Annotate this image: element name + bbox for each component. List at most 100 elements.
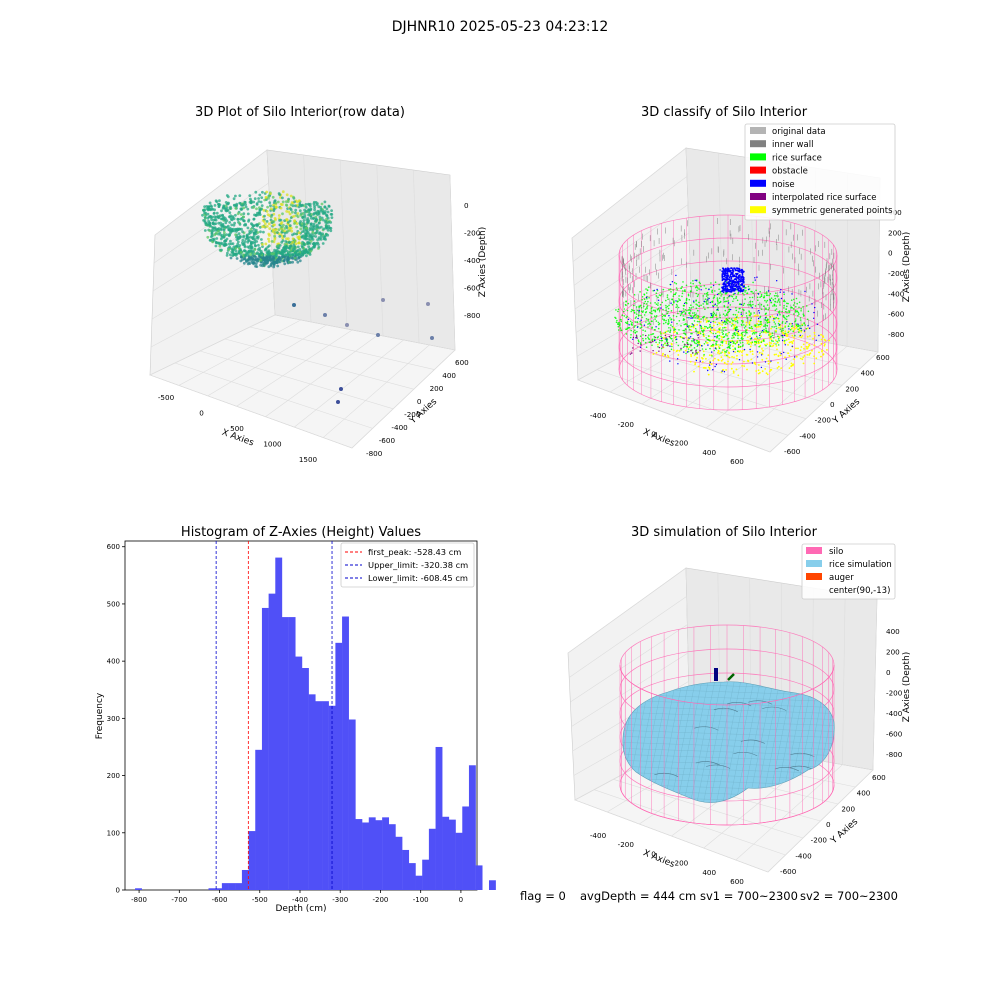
symmetric-point	[652, 353, 655, 355]
raw-cloud-point	[286, 237, 290, 241]
raw-cloud-point	[302, 222, 306, 226]
symmetric-point	[712, 324, 715, 327]
rice-surface-point	[709, 330, 711, 333]
raw-cloud-point	[275, 248, 279, 252]
rice-surface-point	[778, 310, 781, 313]
depth-histogram: Histogram of Z-Axies (Height) Values -80…	[95, 525, 496, 914]
interpolated-point	[680, 347, 682, 350]
rice-surface-point	[774, 309, 777, 312]
noise-point	[661, 344, 663, 346]
rice-surface-point	[665, 304, 667, 307]
rice-surface-point	[682, 290, 684, 292]
raw-cloud-point	[319, 235, 323, 239]
status-avg-depth: avgDepth = 444 cm	[580, 889, 696, 903]
rice-surface-point	[654, 309, 656, 312]
raw-cloud-point	[214, 244, 218, 248]
raw-cloud-point	[279, 226, 283, 229]
symmetric-point	[807, 345, 810, 348]
rice-surface-point	[711, 301, 714, 304]
histogram-bar-38	[388, 824, 396, 890]
rice-surface-point	[782, 329, 784, 332]
raw-cloud-point	[293, 200, 296, 204]
rice-surface-point	[797, 315, 799, 317]
noise-point	[732, 270, 735, 272]
raw-cloud-point	[293, 245, 297, 249]
rice-surface-point	[667, 330, 669, 332]
raw-cloud-point	[264, 195, 268, 199]
raw-cloud-point	[273, 228, 276, 232]
rice-surface-point	[677, 344, 680, 347]
simulation-x-tick-4: 400	[702, 868, 716, 877]
rice-surface-point	[706, 300, 708, 302]
rice-surface-point	[749, 314, 751, 317]
rice-surface-point	[643, 314, 646, 316]
rice-surface-point	[681, 312, 683, 314]
rice-surface-point	[669, 331, 671, 333]
rice-surface-point	[720, 352, 722, 354]
rice-surface-point	[701, 329, 703, 332]
rice-surface-point	[752, 303, 754, 306]
rice-surface-point	[617, 329, 620, 331]
noise-point	[724, 271, 726, 273]
raw-cloud-point	[323, 200, 327, 204]
raw-cloud-point	[226, 251, 229, 255]
raw-right-gridline-5	[449, 174, 456, 351]
rice-surface-point	[615, 309, 617, 311]
noise-point	[732, 350, 735, 353]
rice-surface-point	[731, 334, 734, 337]
noise-point	[722, 286, 725, 289]
simulation-legend-label-0: silo	[829, 547, 843, 557]
classify-legend-label-5: interpolated rice surface	[772, 193, 877, 203]
rice-surface-point	[695, 299, 697, 302]
noise-point	[742, 286, 745, 288]
rice-surface-point	[765, 301, 768, 303]
raw-cloud-point	[296, 245, 300, 249]
raw-cloud-point	[300, 235, 304, 239]
rice-surface-point	[767, 331, 770, 333]
symmetric-point	[750, 342, 753, 345]
symmetric-point	[802, 343, 805, 346]
symmetric-point	[741, 354, 744, 357]
raw-cloud-point	[285, 204, 289, 207]
rice-surface-point	[805, 305, 808, 307]
raw-cloud-point	[322, 218, 325, 222]
rice-surface-point	[641, 311, 644, 314]
rice-surface-point	[670, 291, 672, 293]
raw-cloud-point	[286, 229, 290, 233]
figure-title: DJHNR10 2025-05-23 04:23:12	[392, 19, 609, 35]
symmetric-point	[670, 342, 673, 345]
rice-surface-point	[722, 349, 724, 351]
rice-surface-point	[772, 305, 774, 307]
histogram-x-tick-8: 0	[459, 896, 463, 904]
rice-surface-point	[696, 341, 699, 344]
rice-surface-point	[642, 339, 645, 342]
classify-y-tick-0: -600	[784, 447, 801, 456]
raw-cloud-point	[221, 214, 225, 218]
rice-surface-point	[735, 295, 738, 298]
noise-point	[735, 279, 738, 281]
rice-surface-point	[630, 329, 632, 332]
raw-cloud-point	[242, 206, 246, 210]
interpolated-point	[695, 351, 697, 353]
raw-cloud-point	[203, 229, 207, 232]
histogram-bar-50	[468, 765, 476, 890]
raw-cloud-point	[303, 251, 307, 255]
raw-z-tick-0: -800	[464, 311, 481, 320]
rice-surface-point	[725, 300, 728, 303]
rice-surface-ridge	[713, 707, 738, 713]
histogram-title: Histogram of Z-Axies (Height) Values	[181, 525, 421, 540]
rice-surface-point	[728, 342, 730, 344]
noise-point	[780, 353, 782, 355]
rice-surface-point	[793, 298, 795, 301]
raw-cloud-point	[269, 218, 273, 222]
noise-point	[653, 339, 656, 342]
rice-surface-point	[707, 297, 709, 299]
rice-surface-point	[737, 346, 740, 349]
simulation-y-tick-6: 600	[872, 773, 886, 782]
noise-point	[716, 293, 719, 296]
symmetric-point	[770, 338, 773, 340]
symmetric-point	[811, 349, 813, 352]
noise-point	[726, 282, 728, 285]
rice-surface-point	[730, 295, 732, 297]
raw-cloud-point	[308, 253, 312, 256]
